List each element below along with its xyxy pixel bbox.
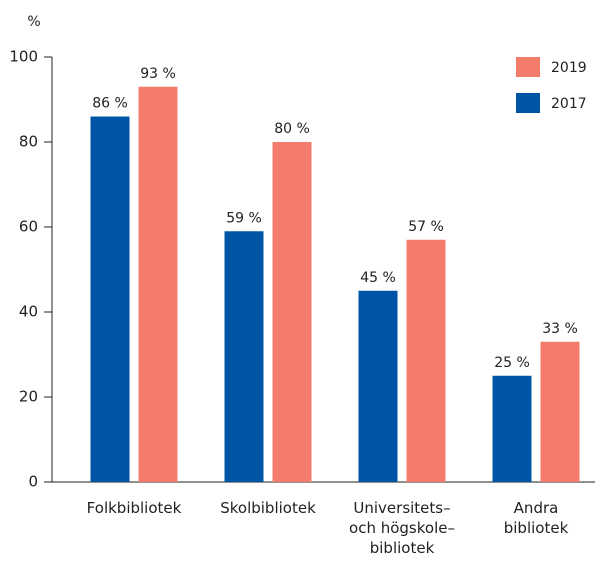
bar	[90, 116, 130, 482]
y-tick-label: 40	[19, 303, 38, 321]
x-tick-label: Skolbibliotek	[220, 499, 316, 517]
x-tick-label-line: bibliotek	[370, 539, 435, 557]
legend-swatch	[516, 57, 540, 77]
bar	[224, 231, 264, 482]
y-tick-label: 0	[28, 473, 38, 491]
bar	[272, 142, 312, 482]
x-tick-label: Folkbibliotek	[87, 499, 182, 517]
value-label: 25 %	[494, 355, 530, 371]
legend-label: 2019	[551, 60, 587, 76]
value-label: 57 %	[408, 219, 444, 235]
x-tick-label-line: Andra	[514, 499, 559, 517]
bar	[406, 239, 446, 482]
x-tick-label-line: Folkbibliotek	[87, 499, 182, 517]
y-tick-label: 60	[19, 218, 38, 236]
value-label: 86 %	[92, 96, 128, 112]
y-tick-label: 20	[19, 388, 38, 406]
legend-label: 2017	[551, 96, 587, 112]
x-tick-label-line: och högskole–	[349, 519, 455, 537]
bar	[358, 290, 398, 482]
bar	[540, 341, 580, 482]
value-label: 45 %	[360, 270, 396, 286]
y-axis-label: %	[27, 14, 40, 30]
bar	[492, 375, 532, 482]
x-tick-label-line: Skolbibliotek	[220, 499, 316, 517]
y-tick-label: 100	[9, 48, 38, 66]
bar	[138, 86, 178, 482]
y-tick-label: 80	[19, 133, 38, 151]
value-label: 33 %	[542, 321, 578, 337]
legend-swatch	[516, 93, 540, 113]
value-label: 59 %	[226, 210, 262, 226]
x-tick-label-line: bibliotek	[504, 519, 569, 537]
value-label: 93 %	[140, 66, 176, 82]
x-tick-label: Andra bibliotek	[504, 499, 569, 537]
value-label: 80 %	[274, 121, 310, 137]
x-tick-label: Universitets– och högskole– bibliotek	[349, 499, 455, 557]
x-tick-label-line: Universitets–	[353, 499, 450, 517]
